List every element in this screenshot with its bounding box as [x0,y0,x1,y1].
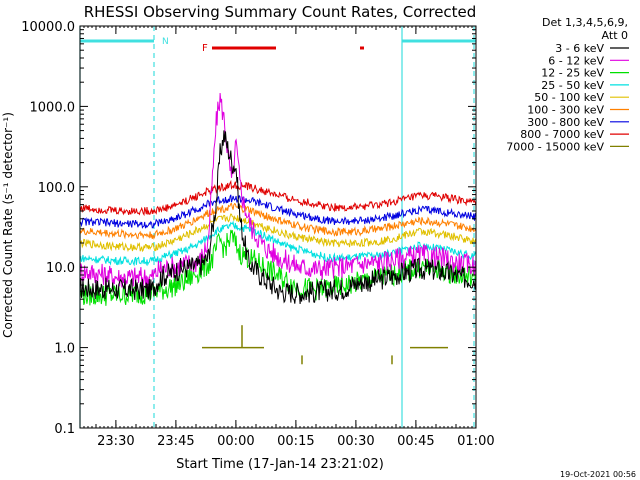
x-axis-label: Start Time (17-Jan-14 23:21:02) [176,457,384,472]
legend-entry-label: 800 - 7000 keV [520,128,604,141]
x-tick-label: 00:00 [217,434,254,449]
series-line-12-25-kev [79,229,477,306]
legend-entry-label: 25 - 50 keV [541,79,604,92]
timestamp: 19-Oct-2021 00:56 [560,470,636,479]
series-line-300-800-kev [79,194,477,229]
series-line-100-300-kev [79,202,477,240]
axes: 10000.0 1000.0 100.0 10.0 1.0 0.1 23:30 23:45 00… [21,20,494,449]
axes-frame [79,25,477,429]
y-tick-label: 10.0 [46,261,75,276]
x-tick-label: 00:30 [337,434,374,449]
legend-header-line: Det 1,3,4,5,6,9, [542,16,628,29]
chart-title: RHESSI Observing Summary Count Rates, Co… [84,3,477,21]
legend-entry-label: 50 - 100 keV [534,91,604,104]
legend-entry-label: 3 - 6 keV [555,42,604,55]
plot-area: NF [79,26,477,428]
series-line-3-6-kev [79,130,477,305]
y-tick-label: 1000.0 [30,100,76,115]
y-tick-label: 1.0 [54,342,75,357]
legend-entry-label: 12 - 25 keV [541,67,604,80]
y-tick-label: 0.1 [54,422,75,437]
y-axis-label: Corrected Count Rate (s⁻¹ detector⁻¹) [1,112,15,338]
y-tick-label: 10000.0 [21,20,75,35]
legend-entry-label: 100 - 300 keV [527,104,604,117]
night-label: N [162,37,169,47]
y-tick-label: 100.0 [38,181,75,196]
legend-entry-label: 300 - 800 keV [527,116,604,129]
x-tick-label: 00:15 [277,434,314,449]
series-line-50-100-kev [79,213,477,253]
legend-entry-label: 7000 - 15000 keV [506,140,604,153]
x-tick-label: 00:45 [397,434,434,449]
series-line-6-12-kev [79,92,477,289]
x-tick-label: 01:00 [457,434,494,449]
legend-header-line: Att 0 [602,29,628,42]
flare-label: F [202,43,208,54]
x-tick-label: 23:30 [97,434,134,449]
series-line-800-7000-kev [79,179,477,217]
x-tick-label: 23:45 [157,434,194,449]
legend-entry-label: 6 - 12 keV [548,54,604,67]
